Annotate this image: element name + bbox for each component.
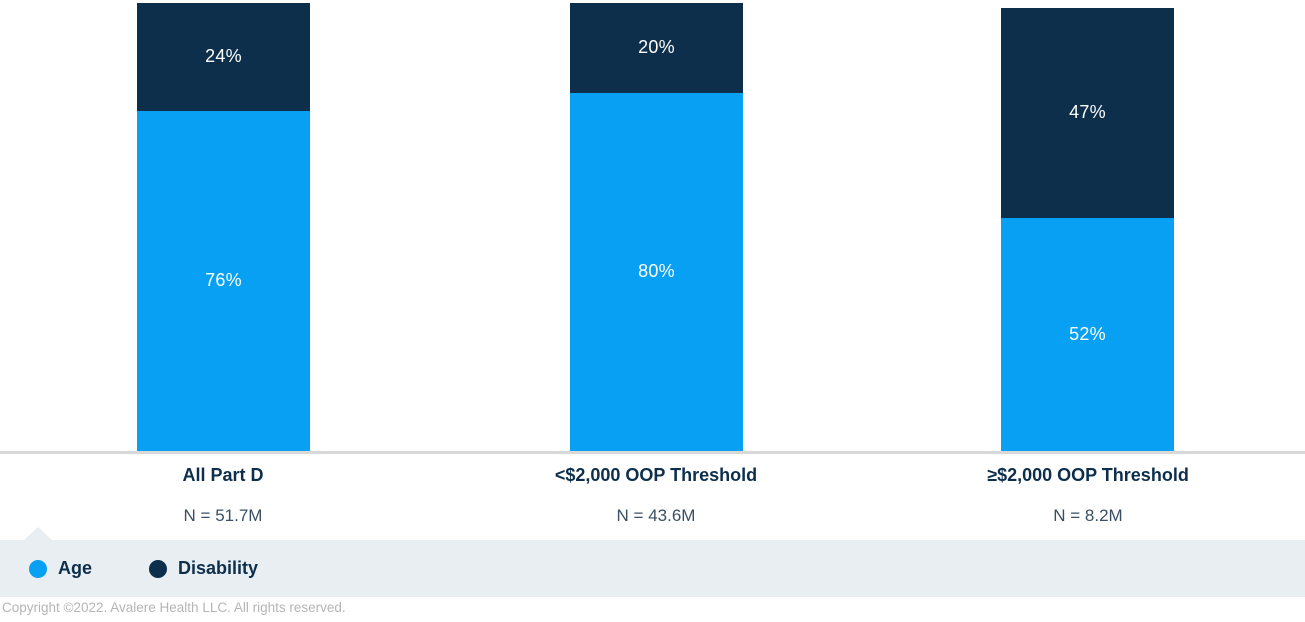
- age-legend-dot-icon: [29, 559, 47, 578]
- n-label-under-2000-oop: N = 43.6M: [616, 506, 696, 525]
- bar-segment-age: 52%: [1001, 218, 1174, 451]
- bar-segment-age: 76%: [137, 110, 310, 451]
- bar-segment-disability: 24%: [137, 3, 310, 111]
- x-axis-baseline: [0, 451, 1305, 454]
- category-label-all-part-d: All Part D: [182, 465, 264, 485]
- legend-item-disability: Disability: [149, 558, 258, 579]
- value-label-disability: 24%: [205, 46, 242, 67]
- n-label-over-2000-oop: N = 8.2M: [1053, 506, 1123, 525]
- disability-legend-dot-icon: [149, 559, 168, 578]
- legend-label-disability: Disability: [178, 558, 259, 578]
- bar-segment-disability: 47%: [1001, 7, 1174, 219]
- category-label-under-2000-oop: <$2,000 OOP Threshold: [554, 465, 758, 485]
- value-label-age: 76%: [205, 270, 242, 291]
- bar-segment-age: 80%: [570, 92, 743, 451]
- copyright-text: Copyright ©2022. Avalere Health LLC. All…: [2, 600, 346, 615]
- legend-item-age: Age: [29, 558, 92, 579]
- legend: Age Disability: [0, 527, 1305, 597]
- value-label-disability: 47%: [1069, 102, 1106, 123]
- value-label-age: 52%: [1069, 324, 1106, 345]
- bar-segment-disability: 20%: [570, 3, 743, 93]
- n-label-all-part-d: N = 51.7M: [183, 506, 263, 525]
- value-label-age: 80%: [638, 261, 675, 282]
- plot-area: 24% 76% 20% 80% 47% 52%: [137, 3, 1174, 451]
- category-label-over-2000-oop: ≥$2,000 OOP Threshold: [987, 465, 1189, 485]
- bar-column-all-part-d: 24% 76%: [137, 3, 310, 451]
- bar-column-over-2000-oop: 47% 52%: [1001, 7, 1174, 451]
- value-label-disability: 20%: [638, 37, 675, 58]
- legend-label-age: Age: [58, 558, 93, 578]
- bar-column-under-2000-oop: 20% 80%: [570, 3, 743, 451]
- legend-notch-triangle: [24, 527, 52, 540]
